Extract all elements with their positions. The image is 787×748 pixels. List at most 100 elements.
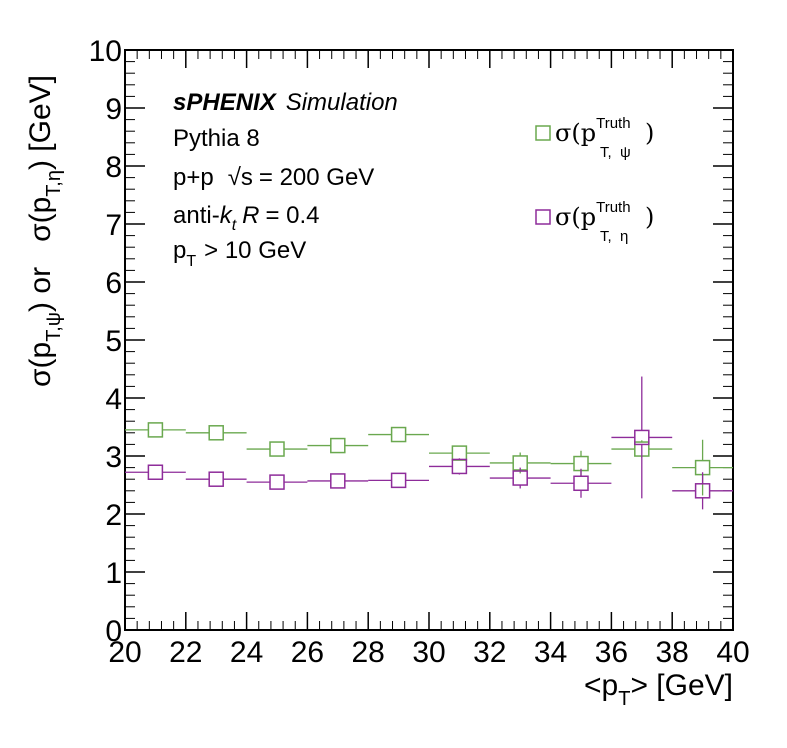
x-tick-label: 26 xyxy=(291,636,324,669)
point-marker xyxy=(147,464,164,480)
y-axis-title-sub2: T,η xyxy=(43,170,65,197)
x-axis-title-sub: T xyxy=(618,688,630,710)
x-minor-ticks xyxy=(136,50,722,630)
experiment-italic: Simulation xyxy=(286,89,398,116)
data-point xyxy=(185,425,247,441)
point-marker xyxy=(634,429,650,446)
jet-R: R xyxy=(242,202,259,229)
point-marker xyxy=(330,473,346,489)
jet-k-sub: t xyxy=(232,217,237,234)
legend-sup-psi: Truth xyxy=(596,115,630,132)
y-ticks: 0 1 2 3 4 5 6 7 8 9 10 xyxy=(89,35,733,648)
y-axis-title-part1: σ(p xyxy=(24,342,57,387)
legend-sub-eta: T, η xyxy=(600,228,628,245)
x-ticks: 20 22 24 26 28 30 32 34 36 38 40 xyxy=(108,50,750,669)
y-tick-label: 5 xyxy=(105,325,122,358)
data-point xyxy=(368,426,429,443)
system-name: p+p xyxy=(173,164,214,191)
cut-value: > 10 GeV xyxy=(204,237,306,264)
jet-pre: anti- xyxy=(173,202,220,229)
point-marker xyxy=(694,483,711,499)
data-point xyxy=(368,472,429,489)
jet-label: anti-kt R = 0.4 xyxy=(173,202,320,234)
legend-main-psi: σ(p xyxy=(555,119,596,147)
point-marker xyxy=(451,445,468,461)
data-point xyxy=(672,439,733,496)
point-marker xyxy=(451,458,468,475)
jet-R-value: = 0.4 xyxy=(265,202,319,229)
point-marker xyxy=(573,475,589,492)
energy-value: = 200 GeV xyxy=(259,164,374,191)
point-marker xyxy=(269,441,285,457)
legend-entry-eta: σ(pTruth T, η) xyxy=(535,199,654,245)
data-point xyxy=(672,472,733,510)
point-marker xyxy=(573,455,589,472)
point-marker xyxy=(208,425,224,441)
x-tick-label: 36 xyxy=(595,636,628,669)
experiment-label: sPHENIX Simulation xyxy=(173,89,398,116)
legend-label-eta: σ(pTruth T, η) xyxy=(555,199,654,245)
y-tick-label: 2 xyxy=(105,499,122,532)
legend: σ(pTruth T, ψ) σ(pTruth T, η) xyxy=(535,115,654,245)
x-tick-label: 22 xyxy=(169,636,202,669)
x-axis-title: <pT> [GeV] xyxy=(584,669,733,710)
y-tick-label: 10 xyxy=(89,35,122,68)
x-tick-label: 24 xyxy=(230,636,263,669)
data-point xyxy=(246,441,308,457)
y-tick-label: 1 xyxy=(105,557,122,590)
series-layer xyxy=(125,376,733,510)
y-axis-title: σ(pT,ψ) or σ(pT,η) [GeV] xyxy=(24,50,65,429)
experiment-bold: sPHENIX xyxy=(173,89,278,116)
y-tick-label: 4 xyxy=(105,383,122,416)
series-1 xyxy=(125,376,733,510)
point-marker xyxy=(330,437,346,454)
legend-sub-psi: T, ψ xyxy=(600,144,631,161)
x-axis-title-post: > [GeV] xyxy=(630,669,733,702)
data-point xyxy=(611,376,673,499)
x-tick-label: 40 xyxy=(716,636,749,669)
y-axis-title-sub1: T,ψ xyxy=(43,312,65,342)
data-point xyxy=(185,471,247,487)
y-minor-ticks xyxy=(125,61,733,619)
data-point xyxy=(429,445,490,461)
data-point xyxy=(429,458,490,475)
generator-label: Pythia 8 xyxy=(173,125,260,152)
legend-close-psi: ) xyxy=(645,119,654,147)
series-0 xyxy=(125,422,733,496)
legend-label-psi: σ(pTruth T, ψ) xyxy=(555,115,654,161)
point-marker xyxy=(390,426,407,443)
jet-k: k xyxy=(220,202,234,229)
energy-sqrt: √s xyxy=(228,164,253,191)
legend-close-eta: ) xyxy=(645,203,654,231)
y-tick-label: 6 xyxy=(105,267,122,300)
y-axis-title-part3: ) [GeV] xyxy=(24,75,57,170)
y-axis-title-part2: ) or σ(p xyxy=(24,197,57,312)
system-label: p+p √s = 200 GeV xyxy=(173,164,374,191)
point-marker xyxy=(147,422,164,438)
data-point xyxy=(307,473,369,489)
legend-marker-psi xyxy=(535,125,551,141)
point-marker xyxy=(208,471,224,487)
x-tick-label: 32 xyxy=(473,636,506,669)
x-tick-label: 34 xyxy=(534,636,567,669)
cut-sub: T xyxy=(186,253,196,270)
legend-main-eta: σ(p xyxy=(555,203,596,231)
y-tick-label: 7 xyxy=(105,209,122,242)
data-point xyxy=(489,467,551,489)
legend-marker-eta xyxy=(535,209,551,225)
point-marker xyxy=(269,474,285,490)
data-point xyxy=(246,474,308,490)
cut-p: p xyxy=(173,237,186,264)
legend-entry-psi: σ(pTruth T, ψ) xyxy=(535,115,654,161)
x-tick-label: 38 xyxy=(656,636,689,669)
legend-sup-eta: Truth xyxy=(596,199,630,216)
data-point xyxy=(307,437,369,454)
data-point xyxy=(550,468,612,498)
cut-label: pT > 10 GeV xyxy=(173,237,306,270)
data-point xyxy=(125,422,186,438)
y-tick-label: 8 xyxy=(105,151,122,184)
point-marker xyxy=(512,470,528,486)
x-axis-title-pre: <p xyxy=(584,669,618,702)
x-tick-label: 20 xyxy=(108,636,141,669)
